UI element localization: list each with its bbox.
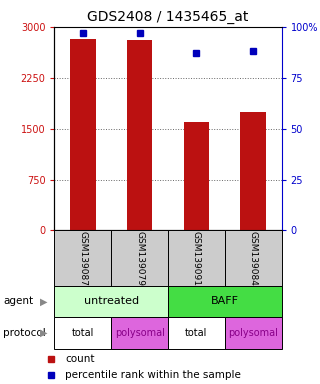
- Text: polysomal: polysomal: [228, 328, 278, 338]
- Bar: [168, 317, 225, 349]
- Text: GSM139087: GSM139087: [78, 231, 87, 286]
- Text: ▶: ▶: [40, 328, 47, 338]
- Text: GSM139091: GSM139091: [192, 231, 201, 286]
- Bar: [70, 39, 96, 230]
- Text: agent: agent: [3, 296, 33, 306]
- Bar: [111, 230, 168, 286]
- Bar: [225, 230, 282, 286]
- Bar: [168, 230, 225, 286]
- Text: total: total: [72, 328, 94, 338]
- Text: total: total: [185, 328, 208, 338]
- Text: BAFF: BAFF: [211, 296, 239, 306]
- Text: GSM139084: GSM139084: [249, 231, 258, 286]
- Text: ▶: ▶: [40, 296, 47, 306]
- Bar: [54, 230, 111, 286]
- Text: count: count: [65, 354, 95, 364]
- Bar: [240, 112, 266, 230]
- Bar: [54, 317, 111, 349]
- Text: GSM139079: GSM139079: [135, 231, 144, 286]
- Bar: [225, 317, 282, 349]
- Bar: [127, 40, 152, 230]
- Text: percentile rank within the sample: percentile rank within the sample: [65, 370, 241, 380]
- Text: protocol: protocol: [3, 328, 46, 338]
- Bar: [54, 286, 168, 317]
- Text: untreated: untreated: [84, 296, 139, 306]
- Bar: [111, 317, 168, 349]
- Text: polysomal: polysomal: [115, 328, 164, 338]
- Bar: [168, 286, 282, 317]
- Bar: [184, 122, 209, 230]
- Title: GDS2408 / 1435465_at: GDS2408 / 1435465_at: [87, 10, 249, 25]
